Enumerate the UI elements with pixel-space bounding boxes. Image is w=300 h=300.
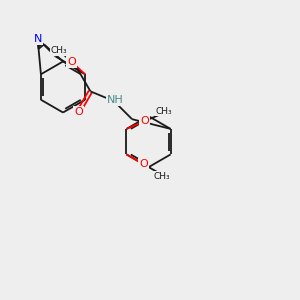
Text: CH₃: CH₃ (51, 46, 68, 55)
Text: CH₃: CH₃ (154, 172, 170, 181)
Text: O: O (140, 116, 149, 126)
Text: N: N (33, 34, 42, 44)
Text: NH: NH (107, 94, 124, 105)
Text: O: O (67, 57, 76, 67)
Text: O: O (74, 107, 83, 117)
Text: O: O (139, 159, 148, 169)
Text: CH₃: CH₃ (156, 106, 172, 116)
